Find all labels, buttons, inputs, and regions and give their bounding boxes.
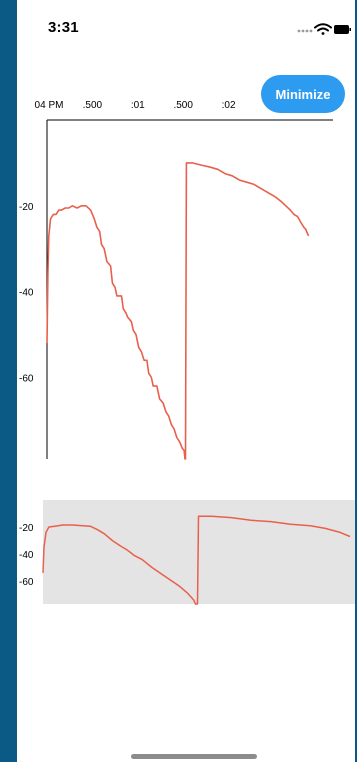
y-tick-label: -60	[19, 373, 34, 384]
navigator-series-line	[42, 515, 351, 605]
main-series-line	[46, 162, 310, 460]
y-tick-label: -40	[19, 288, 34, 299]
x-tick-label: 04 PM	[35, 100, 64, 111]
x-tick-label: :02	[222, 100, 236, 111]
x-tick-label: .500	[173, 100, 193, 111]
navigator-chart[interactable]: -20 -40 -60	[17, 498, 355, 608]
x-tick-label: :01	[131, 100, 145, 111]
signal-dots-icon	[297, 29, 313, 33]
navigator-y-tick-label: -60	[19, 577, 34, 588]
main-chart: 04 PM .500 :01 .500 :02 -20 -40 -60	[19, 100, 333, 460]
navigator-y-tick-label: -40	[19, 550, 34, 561]
y-tick-label: -20	[19, 202, 34, 213]
app-screen: 3:31 Minimize 04 PM .500 :01 .500 :02 -20 -40…	[17, 0, 355, 762]
battery-icon	[334, 25, 351, 34]
status-bar-icons	[297, 22, 351, 41]
status-bar-time: 3:31	[48, 19, 79, 36]
x-tick-label: .500	[83, 100, 103, 111]
wifi-icon	[314, 23, 332, 35]
home-indicator[interactable]	[131, 754, 257, 759]
minimize-button[interactable]: Minimize	[261, 75, 345, 113]
navigator-y-tick-label: -20	[19, 523, 34, 534]
